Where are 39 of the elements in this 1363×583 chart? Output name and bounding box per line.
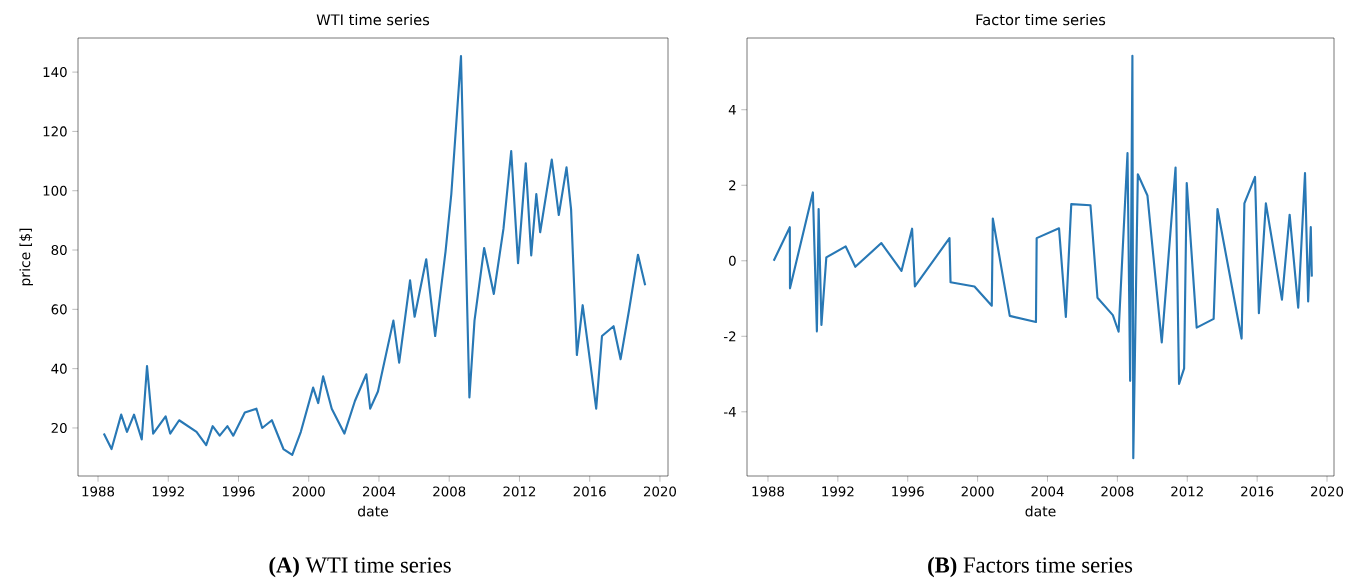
x-tick-label: 1996 <box>223 486 255 497</box>
x-tick-label: 1988 <box>82 486 115 497</box>
x-tick-label: 2000 <box>961 486 994 497</box>
x-tick-label: 2020 <box>1311 486 1344 497</box>
y-tick-label: 140 <box>43 67 67 78</box>
y-tick-label: 20 <box>51 422 67 433</box>
x-tick-label: 2004 <box>1031 486 1064 497</box>
y-tick-label: -2 <box>723 331 736 342</box>
y-axis-title: price [$] <box>19 228 33 286</box>
y-tick-label: 40 <box>51 363 67 374</box>
line-series <box>102 55 647 457</box>
x-tick-label: 2016 <box>573 486 606 497</box>
x-tick-label: 2016 <box>1241 486 1274 497</box>
x-tick-label: 2012 <box>1171 486 1203 497</box>
x-tick-label: 2020 <box>643 486 677 497</box>
x-tick-label: 1996 <box>892 486 924 497</box>
x-axis-title: date <box>358 505 389 517</box>
y-tick-label: 100 <box>43 185 67 196</box>
y-tick-label: 120 <box>43 126 67 137</box>
x-tick-label: 2008 <box>1101 486 1134 497</box>
y-tick-label: 0 <box>729 255 736 266</box>
text: (A) WTI time series <box>269 556 451 578</box>
x-tick-label: 1988 <box>752 486 785 497</box>
chart-title: Factor time series <box>976 13 1106 26</box>
x-tick-label: 1992 <box>822 486 854 497</box>
x-tick-label: 1992 <box>152 486 184 497</box>
text: (B) Factors time series <box>928 556 1133 578</box>
y-tick-label: 60 <box>51 304 67 315</box>
y-tick-label: 4 <box>728 104 736 115</box>
y-tick-label: 2 <box>729 180 736 191</box>
x-tick-label: 2012 <box>503 486 536 497</box>
x-tick-label: 2008 <box>433 486 466 497</box>
chart-title: WTI time series <box>316 13 430 26</box>
x-tick-label: 2004 <box>363 486 396 497</box>
x-tick-label: 2000 <box>292 486 325 497</box>
y-tick-label: -4 <box>723 406 736 417</box>
x-axis-title: date <box>1025 505 1056 517</box>
line-series <box>772 54 1313 460</box>
y-tick-label: 80 <box>51 244 67 256</box>
